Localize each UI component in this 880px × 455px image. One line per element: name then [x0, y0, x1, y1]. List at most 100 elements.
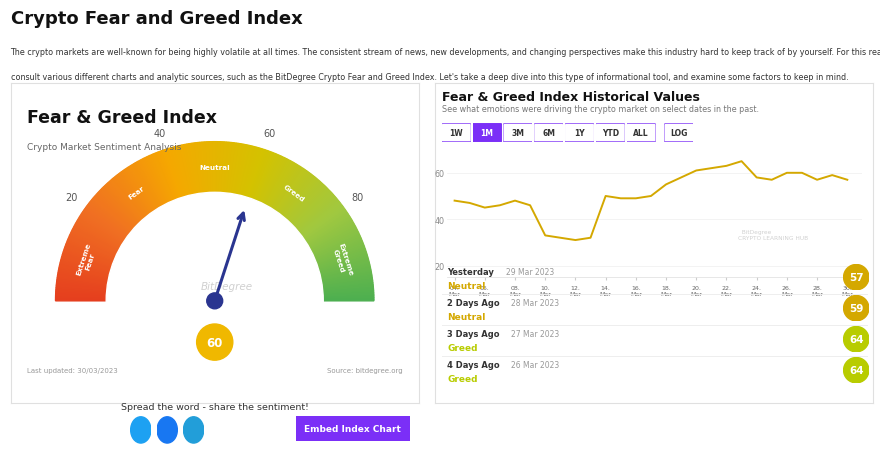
Wedge shape [251, 151, 268, 199]
Wedge shape [183, 145, 194, 195]
Text: 1Y: 1Y [574, 129, 585, 138]
Wedge shape [65, 244, 114, 263]
Wedge shape [231, 144, 241, 194]
Wedge shape [60, 262, 110, 275]
Wedge shape [320, 267, 370, 278]
Text: Embed Index Chart: Embed Index Chart [304, 425, 401, 433]
Wedge shape [132, 164, 159, 208]
Wedge shape [239, 147, 253, 196]
Wedge shape [61, 260, 110, 274]
Wedge shape [144, 158, 167, 204]
Wedge shape [80, 215, 124, 243]
Wedge shape [290, 188, 327, 225]
Wedge shape [311, 226, 356, 251]
Wedge shape [107, 183, 142, 222]
Wedge shape [223, 143, 228, 193]
Wedge shape [167, 149, 183, 198]
Text: 27 Mar 2023: 27 Mar 2023 [511, 329, 560, 338]
Text: consult various different charts and analytic sources, such as the BitDegree Cry: consult various different charts and ana… [11, 73, 848, 82]
Wedge shape [101, 189, 138, 225]
Wedge shape [155, 153, 175, 201]
Text: 28 Mar 2023: 28 Mar 2023 [511, 298, 560, 307]
Wedge shape [109, 181, 143, 220]
Wedge shape [322, 275, 372, 284]
Wedge shape [78, 217, 122, 245]
FancyBboxPatch shape [289, 415, 417, 443]
Circle shape [844, 327, 869, 352]
Wedge shape [231, 144, 239, 194]
Wedge shape [319, 255, 368, 271]
Wedge shape [177, 147, 190, 196]
Circle shape [207, 293, 223, 309]
Wedge shape [286, 181, 320, 220]
Text: 60: 60 [207, 336, 223, 349]
FancyBboxPatch shape [565, 124, 594, 142]
Wedge shape [287, 182, 321, 221]
Wedge shape [253, 153, 274, 201]
Wedge shape [261, 157, 284, 204]
Wedge shape [70, 233, 116, 256]
Wedge shape [323, 294, 374, 298]
Wedge shape [147, 157, 170, 203]
Wedge shape [323, 286, 373, 292]
Wedge shape [180, 146, 192, 196]
Text: Neutral: Neutral [200, 165, 230, 171]
Wedge shape [57, 278, 107, 287]
Wedge shape [117, 175, 149, 216]
Wedge shape [311, 228, 356, 252]
Wedge shape [134, 164, 160, 208]
Wedge shape [102, 188, 139, 225]
Wedge shape [86, 207, 128, 238]
Wedge shape [309, 222, 354, 248]
Text: 40: 40 [154, 129, 166, 139]
Wedge shape [55, 296, 106, 299]
Wedge shape [249, 151, 267, 199]
Wedge shape [171, 148, 186, 197]
Wedge shape [216, 142, 218, 193]
Wedge shape [310, 225, 355, 250]
Wedge shape [321, 273, 371, 283]
Wedge shape [131, 165, 158, 209]
Wedge shape [55, 289, 106, 294]
Wedge shape [238, 146, 249, 196]
FancyBboxPatch shape [664, 124, 693, 142]
Wedge shape [64, 249, 113, 267]
Text: 20: 20 [66, 192, 78, 202]
Text: Spread the word - share the sentiment!: Spread the word - share the sentiment! [121, 402, 309, 411]
Wedge shape [85, 208, 127, 238]
Wedge shape [294, 192, 332, 228]
Wedge shape [316, 243, 363, 263]
Text: ALL: ALL [634, 129, 649, 138]
Wedge shape [119, 174, 150, 215]
Wedge shape [290, 187, 326, 224]
Wedge shape [323, 299, 374, 301]
Wedge shape [74, 226, 119, 251]
Wedge shape [89, 202, 129, 235]
Wedge shape [318, 251, 366, 268]
Wedge shape [77, 219, 122, 246]
Wedge shape [203, 143, 208, 193]
Wedge shape [122, 171, 153, 213]
Wedge shape [55, 291, 106, 295]
Text: 29 Mar 2023: 29 Mar 2023 [505, 268, 554, 276]
Text: Source: bitdegree.org: Source: bitdegree.org [327, 368, 403, 374]
Wedge shape [302, 207, 343, 238]
Wedge shape [172, 148, 187, 197]
Wedge shape [69, 237, 115, 258]
Wedge shape [129, 166, 158, 210]
Wedge shape [136, 162, 163, 207]
Wedge shape [323, 293, 374, 297]
Wedge shape [275, 169, 304, 212]
Wedge shape [159, 152, 178, 200]
Wedge shape [103, 187, 140, 224]
Wedge shape [165, 150, 182, 198]
Wedge shape [136, 163, 161, 207]
Text: Crypto Fear and Greed Index: Crypto Fear and Greed Index [11, 10, 303, 28]
Wedge shape [246, 149, 262, 198]
Wedge shape [304, 211, 347, 240]
Wedge shape [219, 142, 223, 193]
Circle shape [844, 265, 869, 290]
Wedge shape [323, 284, 373, 291]
Wedge shape [263, 159, 287, 205]
Wedge shape [224, 143, 230, 193]
